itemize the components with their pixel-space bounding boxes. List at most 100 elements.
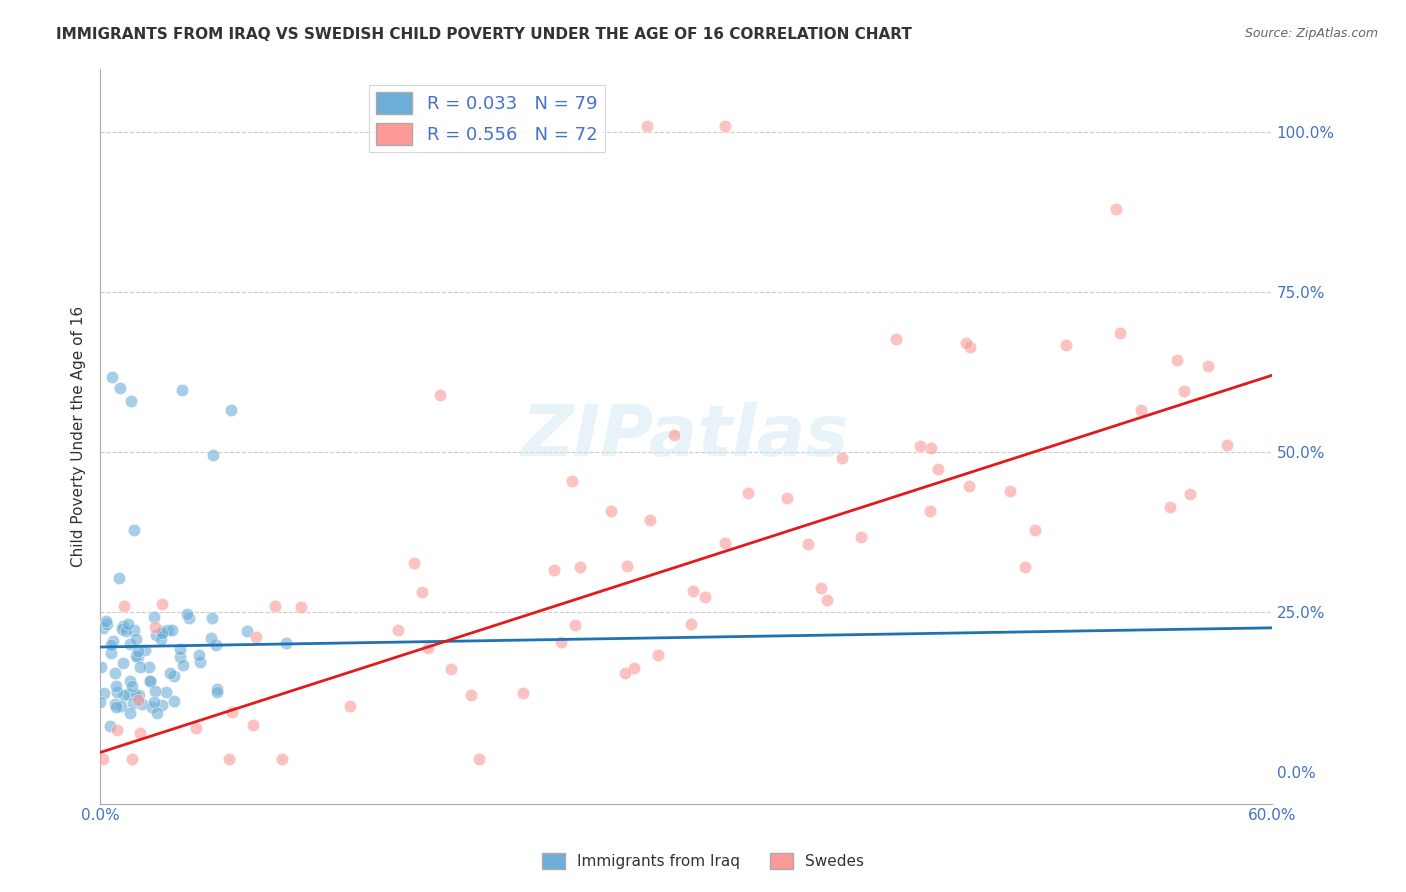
Point [120,706,142,720]
Point [115,624,138,639]
Point [122,624,145,638]
Point [155,685,177,699]
Point [163,694,186,708]
Point [245,630,267,644]
Point [647,648,669,662]
Point [150,632,173,646]
Point [143,695,166,709]
Point [1173,384,1195,399]
Legend: Immigrants from Iraq, Swedes: Immigrants from Iraq, Swedes [536,847,870,875]
Point [101,634,124,648]
Point [127,644,149,658]
Legend: R = 0.033   N = 79, R = 0.556   N = 72: R = 0.033 N = 79, R = 0.556 N = 72 [368,85,605,153]
Point [204,638,226,652]
Point [1180,487,1202,501]
Point [1109,326,1132,341]
Point [122,697,145,711]
Point [387,623,409,637]
Point [1166,353,1188,368]
Point [884,332,907,346]
Point [105,684,128,698]
Point [221,705,243,719]
Point [111,657,134,671]
Point [104,666,127,681]
Point [219,403,242,417]
Y-axis label: Child Poverty Under the Age of 16: Child Poverty Under the Age of 16 [72,305,86,566]
Point [100,646,122,660]
Point [93,686,115,700]
Point [96,616,118,631]
Point [172,658,194,673]
Point [411,584,433,599]
Point [127,649,149,664]
Point [100,638,122,652]
Point [188,655,211,669]
Point [127,693,149,707]
Point [104,698,127,712]
Point [117,687,139,701]
Point [112,688,135,702]
Point [170,384,193,398]
Point [959,478,981,492]
Point [910,439,932,453]
Point [636,119,658,133]
Point [418,640,440,655]
Point [118,674,141,689]
Point [1014,559,1036,574]
Point [682,583,704,598]
Point [263,599,285,613]
Point [128,689,150,703]
Point [512,686,534,700]
Point [143,620,166,634]
Point [112,599,135,614]
Point [169,642,191,657]
Point [1054,337,1077,351]
Point [96,614,118,628]
Point [105,700,128,714]
Point [1159,500,1181,514]
Point [737,486,759,500]
Point [468,752,491,766]
Point [207,681,229,696]
Point [235,624,257,639]
Point [125,688,148,702]
Point [110,698,132,713]
Point [460,688,482,702]
Point [141,700,163,714]
Point [810,582,832,596]
Point [101,369,124,384]
Point [402,556,425,570]
Point [111,618,134,632]
Point [429,388,451,402]
Text: Source: ZipAtlas.com: Source: ZipAtlas.com [1244,27,1378,40]
Point [176,607,198,622]
Point [775,491,797,505]
Point [138,660,160,674]
Point [156,623,179,637]
Point [959,340,981,354]
Point [955,336,977,351]
Point [169,650,191,665]
Point [543,563,565,577]
Point [134,643,156,657]
Point [131,697,153,711]
Point [200,631,222,645]
Point [138,673,160,688]
Point [108,381,131,395]
Point [202,448,225,462]
Point [242,718,264,732]
Point [796,537,818,551]
Point [600,504,623,518]
Point [125,632,148,646]
Point [564,618,586,632]
Point [150,625,173,640]
Point [920,441,942,455]
Point [201,610,224,624]
Point [831,451,853,466]
Point [107,571,129,585]
Point [150,698,173,712]
Point [91,752,114,766]
Point [1000,483,1022,498]
Text: IMMIGRANTS FROM IRAQ VS SWEDISH CHILD POVERTY UNDER THE AGE OF 16 CORRELATION CH: IMMIGRANTS FROM IRAQ VS SWEDISH CHILD PO… [56,27,912,42]
Point [152,624,174,638]
